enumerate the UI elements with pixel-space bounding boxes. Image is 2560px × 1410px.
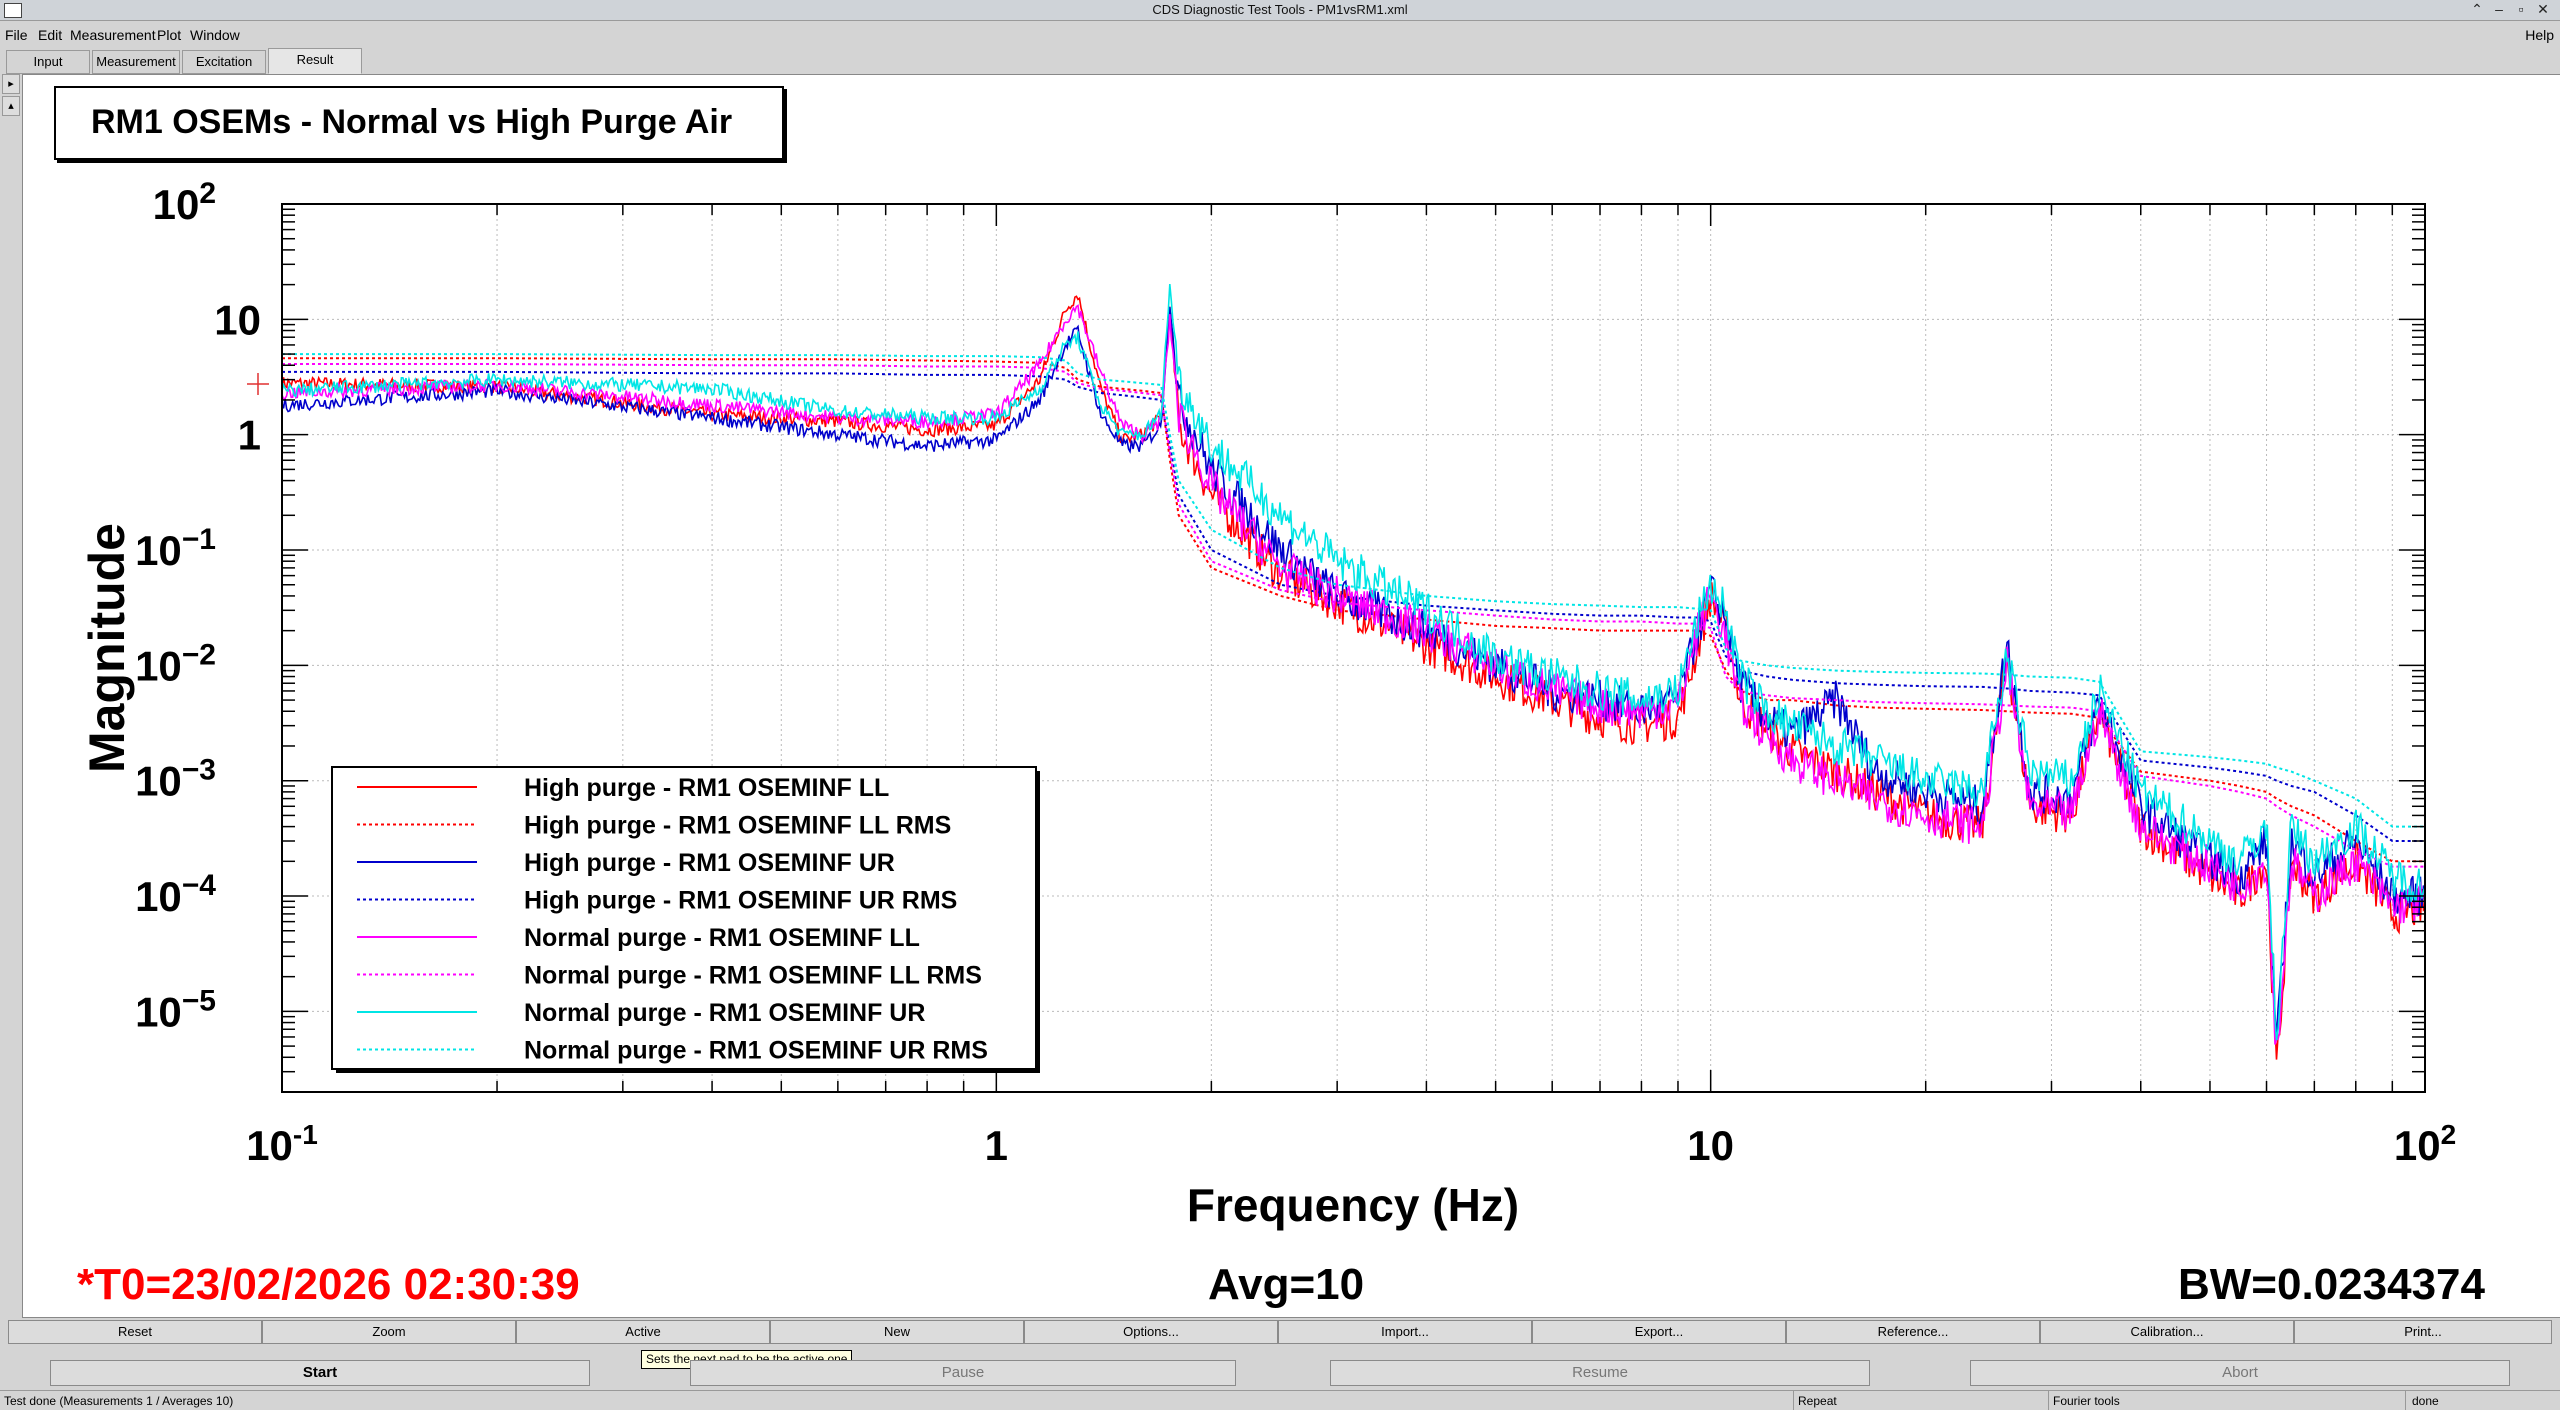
legend-entry: Normal purge - RM1 OSEMINF UR RMS [524,1037,988,1065]
status-repeat: Repeat [1798,1394,1837,1408]
reference-button[interactable]: Reference... [1786,1320,2040,1344]
menu-measurement[interactable]: Measurement [70,27,156,43]
arrow-right-icon[interactable]: ▸ [2,74,20,94]
x-tick-labels: 10-1 1 10 102 [246,1119,2456,1169]
x-tick-label: 1 [985,1122,1008,1169]
export-button[interactable]: Export... [1532,1320,1786,1344]
calibration-button[interactable]: Calibration... [2040,1320,2294,1344]
legend-box [331,766,1037,1070]
x-tick-label: 10 [1687,1122,1734,1169]
tab-bar: Input Measurement Excitation Result [0,48,2560,74]
series-line-7 [282,353,2425,828]
plot-title: RM1 OSEMs - Normal vs High Purge Air [91,103,733,141]
status-bar: Test done (Measurements 1 / Averages 10)… [0,1390,2560,1410]
avg-label: Avg=10 [1208,1260,1365,1309]
window-controls: ⌃ – ▫ ✕ [2466,1,2554,18]
options-button[interactable]: Options... [1024,1320,1278,1344]
start-button[interactable]: Start [50,1360,590,1386]
new-button[interactable]: New [770,1320,1024,1344]
app-icon [4,3,22,18]
y-tick-labels: 102 10 1 10−1 10−2 10−3 10−4 10−5 [135,177,261,1035]
y-tick-label: 10−1 [135,523,216,574]
minimize-icon[interactable]: – [2495,1,2503,17]
window-titlebar: CDS Diagnostic Test Tools - PM1vsRM1.xml… [0,0,2560,21]
legend-entry: Normal purge - RM1 OSEMINF UR [524,999,925,1027]
plot-title-box: RM1 OSEMs - Normal vs High Purge Air [54,86,784,160]
reset-button[interactable]: Reset [8,1320,262,1344]
window-title: CDS Diagnostic Test Tools - PM1vsRM1.xml [1152,2,1408,17]
series-line-1 [282,357,2425,863]
resume-button[interactable]: Resume [1330,1360,1870,1386]
y-tick-label: 1 [238,412,261,459]
zoom-button[interactable]: Zoom [262,1320,516,1344]
menu-edit[interactable]: Edit [38,27,63,43]
y-axis-label: Magnitude [79,523,135,773]
print-button[interactable]: Print... [2294,1320,2552,1344]
import-button[interactable]: Import... [1278,1320,1532,1344]
x-axis-label: Frequency (Hz) [1187,1179,1519,1231]
close-icon[interactable]: ✕ [2537,1,2549,17]
x-tick-label: 10-1 [246,1119,318,1169]
menu-window[interactable]: Window [190,27,240,43]
plot-frame [281,203,2426,1093]
chart-ticks [281,204,2425,1093]
series-line-0 [282,295,2425,1060]
status-fourier: Fourier tools [2053,1394,2120,1408]
plot-button-row: Reset Zoom Active New Options... Import.… [8,1320,2560,1344]
y-tick-label: 102 [153,177,216,228]
status-state: done [2412,1394,2439,1408]
magnitude-chart[interactable]: 10-1 1 10 102 102 10 1 10−1 10−2 10−3 10−4 10−5 Fr… [23,75,2560,1317]
chevron-up-icon[interactable]: ⌃ [2471,1,2483,17]
bw-label: BW=0.0234374 [2178,1260,2485,1309]
menu-file[interactable]: File [5,27,28,43]
t0-label: *T0=23/02/2026 02:30:39 [77,1260,580,1309]
plot-pad[interactable]: RM1 OSEMs - Normal vs High Purge Air 10-… [22,74,2560,1318]
menu-help[interactable]: Help [2525,27,2554,43]
legend-entry: High purge - RM1 OSEMINF LL [524,774,889,802]
y-tick-label: 10 [214,296,261,343]
y-tick-label: 10−3 [135,754,216,805]
menu-bar: File Edit Measurement Plot Window Help [0,22,2560,46]
legend-entry: High purge - RM1 OSEMINF LL RMS [524,812,951,840]
legend-entry: Normal purge - RM1 OSEMINF LL RMS [524,962,982,990]
tab-input[interactable]: Input [6,50,90,74]
maximize-icon[interactable]: ▫ [2518,1,2524,17]
crosshair-marker [247,373,269,395]
x-tick-label: 102 [2394,1119,2456,1169]
abort-button[interactable]: Abort [1970,1360,2510,1386]
y-tick-label: 10−5 [135,984,216,1035]
menu-plot[interactable]: Plot [157,27,182,43]
pause-button[interactable]: Pause [690,1360,1236,1386]
chart-legend: High purge - RM1 OSEMINF LL High purge - … [331,766,1040,1073]
legend-entry: Normal purge - RM1 OSEMINF LL [524,924,920,952]
series-line-4 [282,304,2425,1045]
y-tick-label: 10−2 [135,638,216,689]
arrow-up-icon[interactable]: ▴ [2,96,20,116]
legend-entry: High purge - RM1 OSEMINF UR RMS [524,887,957,915]
status-message: Test done (Measurements 1 / Averages 10) [4,1394,234,1408]
pad-scroll-controls: ▸ ▴ [2,74,20,118]
chart-series [282,284,2425,1060]
y-tick-label: 10−4 [135,869,216,920]
legend-entry: High purge - RM1 OSEMINF UR [524,849,895,877]
tab-excitation[interactable]: Excitation [182,50,266,74]
tab-measurement[interactable]: Measurement [92,50,180,74]
active-button[interactable]: Active [516,1320,770,1344]
tab-result[interactable]: Result [268,48,362,74]
series-line-6 [282,284,2425,1041]
